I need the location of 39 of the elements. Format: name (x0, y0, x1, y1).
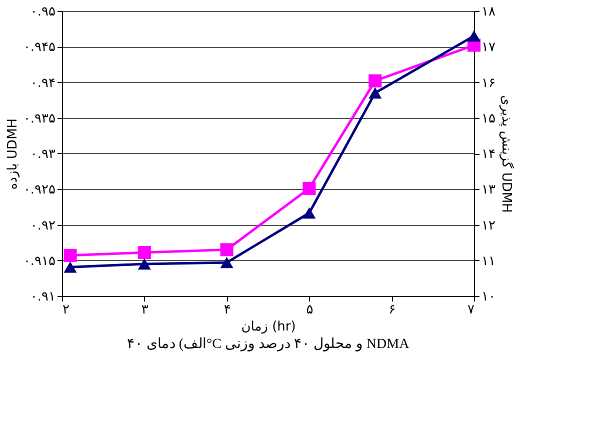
y2-tick-label: ۱۲ (482, 218, 496, 234)
y-tick-label: ۰.۹۲۵ (23, 182, 56, 198)
point (64, 248, 77, 262)
point (220, 243, 234, 256)
x-tick-label: ۲ (62, 302, 70, 318)
x-tick-label: ۷ (468, 302, 475, 318)
point (220, 256, 234, 268)
x-tick-label: ۵ (306, 302, 314, 318)
y-tick-label: ۰.۹۳۵ (23, 111, 56, 126)
point (368, 74, 382, 88)
point (302, 207, 316, 219)
y-tick-label: ۰.۹۴۵ (23, 40, 56, 56)
point (467, 30, 481, 42)
y2-tick-label: ۱۷ (482, 40, 496, 56)
text: الف) دمای ۴۰°C و محلول ۴۰ درصد وزنی NDMA (126, 337, 410, 352)
y2-tick-label: ۱۳ (482, 182, 496, 198)
y-tick-label: ۰.۹۱۵ (23, 254, 56, 269)
point (138, 246, 151, 260)
y2-tick-label: ۱۶ (482, 76, 496, 91)
y2-tick-label: ۱۰ (482, 290, 496, 304)
x-tick-label: ۶ (388, 302, 396, 318)
y2-tick-label: ۱۵ (482, 111, 496, 126)
y-tick-label: ۰.۹۲ (30, 218, 56, 234)
y-tick-label: ۰.۹۳ (30, 147, 56, 162)
y2-tick-label: ۱۸ (482, 4, 496, 20)
y-tick-label: ۰.۹۴ (30, 76, 56, 91)
y2-tick-label: ۱۴ (482, 147, 496, 162)
x-axis-title: زمان (hr) (241, 320, 296, 334)
x-tick-label: ۴ (224, 302, 231, 318)
point (302, 182, 316, 195)
y2-tick-label: ۱۱ (482, 254, 496, 269)
point (64, 262, 77, 273)
x-tick-label: ۳ (141, 302, 148, 318)
point (368, 87, 382, 99)
y2-axis-title: گزینش پذیری UDMH (498, 95, 514, 213)
y-tick-label: ۰.۹۱ (30, 290, 56, 304)
y-tick-label: ۰.۹۵ (30, 4, 56, 20)
point (138, 258, 151, 270)
y-axis-title: بازده UDMH (5, 118, 20, 190)
